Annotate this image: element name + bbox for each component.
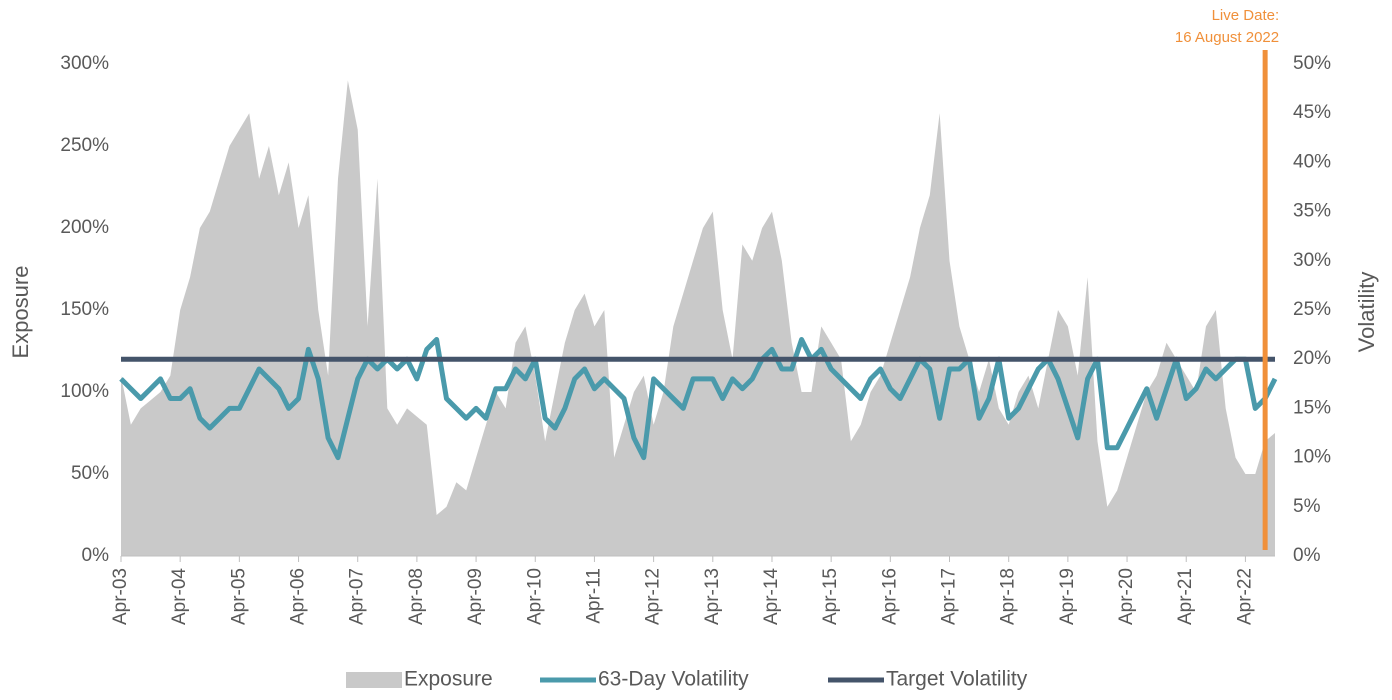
legend-label: Exposure: [404, 668, 493, 691]
x-tick-label: Apr-12: [643, 568, 664, 625]
y2-axis-title: Volatility: [1354, 272, 1379, 353]
x-tick-label: Apr-22: [1234, 568, 1255, 625]
x-tick-label: Apr-19: [1057, 568, 1078, 625]
y-tick-label: 150%: [60, 299, 109, 320]
y-tick-label: 250%: [60, 135, 109, 156]
x-tick-label: Apr-04: [169, 568, 190, 625]
x-tick-label: Apr-16: [879, 568, 900, 625]
y2-tick-label: 40%: [1293, 151, 1331, 172]
x-tick-label: Apr-15: [820, 568, 841, 625]
legend-swatch: [346, 672, 402, 688]
exposure-area: [121, 80, 1275, 557]
x-tick-label: Apr-13: [702, 568, 723, 625]
y2-tick-label: 45%: [1293, 102, 1331, 123]
y-tick-label: 300%: [60, 53, 109, 74]
legend-label: Target Volatility: [886, 668, 1028, 691]
x-tick-label: Apr-10: [524, 568, 545, 625]
y-axis-title: Exposure: [8, 266, 33, 359]
x-tick-label: Apr-05: [228, 568, 249, 625]
x-tick-label: Apr-21: [1175, 568, 1196, 625]
y2-tick-label: 30%: [1293, 250, 1331, 271]
y-tick-label: 100%: [60, 381, 109, 402]
y2-tick-label: 35%: [1293, 201, 1331, 222]
volatility-line: [119, 337, 1278, 461]
x-tick-label: Apr-06: [288, 568, 309, 625]
legend-label: 63-Day Volatility: [598, 668, 749, 691]
live-date-label: Live Date:: [1212, 7, 1280, 24]
y-tick-label: 200%: [60, 217, 109, 238]
y2-tick-label: 25%: [1293, 299, 1331, 320]
live-date-label: 16 August 2022: [1175, 29, 1279, 46]
x-tick-label: Apr-09: [465, 568, 486, 625]
y2-tick-label: 15%: [1293, 397, 1331, 418]
x-tick-label: Apr-20: [1116, 568, 1137, 625]
x-tick-label: Apr-18: [998, 568, 1019, 625]
y2-tick-label: 5%: [1293, 496, 1321, 517]
x-tick-label: Apr-14: [761, 568, 782, 625]
x-tick-label: Apr-03: [110, 568, 131, 625]
y2-tick-label: 50%: [1293, 53, 1331, 74]
y2-tick-label: 10%: [1293, 447, 1331, 468]
x-tick-label: Apr-11: [583, 568, 604, 624]
y-tick-label: 50%: [71, 463, 109, 484]
x-tick-label: Apr-07: [347, 568, 368, 625]
x-tick-label: Apr-17: [939, 568, 960, 625]
x-tick-label: Apr-08: [406, 568, 427, 625]
y2-tick-label: 0%: [1293, 545, 1321, 566]
y2-tick-label: 20%: [1293, 348, 1331, 369]
y-tick-label: 0%: [82, 545, 110, 566]
